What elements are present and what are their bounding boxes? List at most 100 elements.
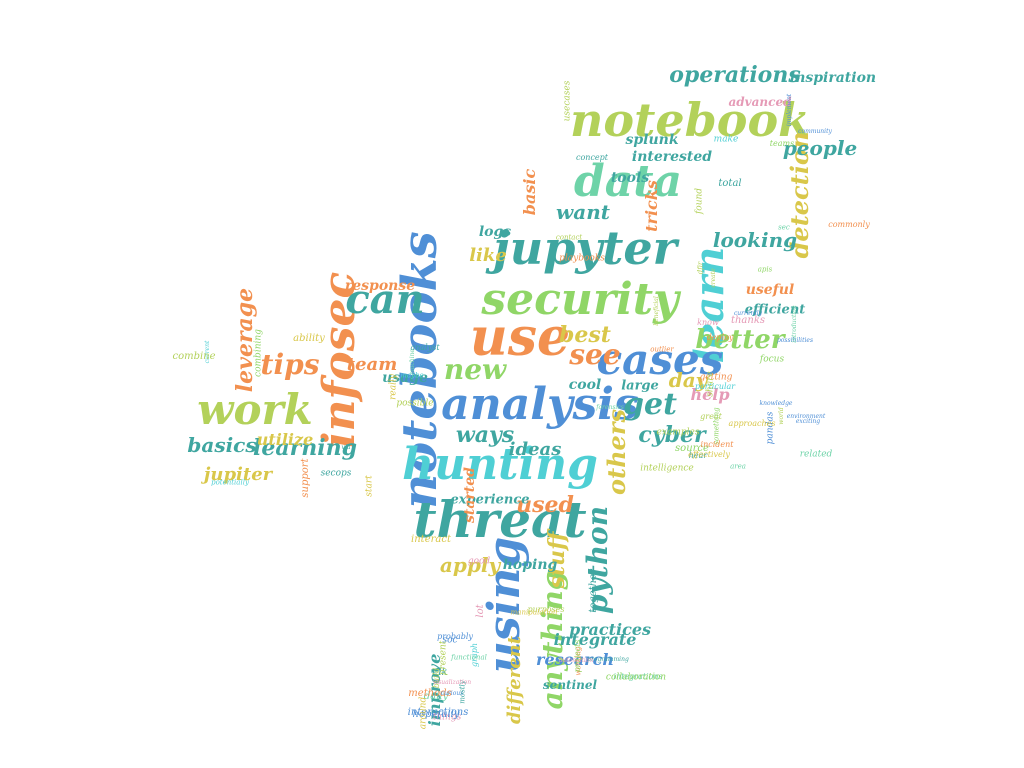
word-effectively: effectively bbox=[688, 450, 730, 459]
word-utilize: utilize bbox=[256, 430, 314, 449]
word-notebook: notebook bbox=[569, 93, 811, 147]
word-started: started bbox=[462, 467, 478, 523]
word-hear: hear bbox=[688, 451, 708, 460]
word-ability: ability bbox=[293, 333, 325, 344]
word-programming: programming bbox=[587, 656, 629, 663]
word-possible: possible bbox=[396, 398, 434, 409]
word-usecases: usecases bbox=[562, 80, 573, 122]
word-currently: currently bbox=[733, 310, 763, 317]
word-day: day bbox=[668, 368, 708, 392]
word-world: world bbox=[778, 407, 785, 425]
word-support: support bbox=[300, 458, 311, 498]
word-basics: basics bbox=[187, 433, 257, 457]
word-thanks: thanks bbox=[730, 315, 766, 326]
word-can: can bbox=[345, 276, 425, 323]
word-examples: examples bbox=[656, 427, 700, 438]
word-jupyter: jupyter bbox=[493, 221, 677, 275]
word-collaboration: collaboration bbox=[605, 672, 667, 683]
word-probably: probably bbox=[437, 632, 473, 641]
word-cool: cool bbox=[568, 377, 602, 393]
word-integrate: integrate bbox=[553, 630, 637, 649]
word-implement: implement bbox=[786, 93, 793, 127]
word-source: source bbox=[675, 443, 709, 454]
word-purposes: purposes bbox=[527, 605, 565, 614]
word-better: better bbox=[695, 325, 785, 355]
word-analysis: analysis bbox=[441, 379, 639, 430]
word-around: around bbox=[418, 696, 429, 730]
word-used: used bbox=[516, 492, 574, 518]
word-splunk: splunk bbox=[625, 132, 679, 148]
word-total: total bbox=[718, 178, 742, 189]
word-concept: concept bbox=[576, 153, 608, 162]
word-great: great bbox=[700, 412, 722, 421]
word-team: team bbox=[346, 354, 398, 375]
word-usage: usage bbox=[382, 370, 428, 386]
word-use: use bbox=[469, 307, 571, 368]
word-tips: tips bbox=[260, 348, 320, 381]
word-practices: practices bbox=[568, 620, 652, 639]
word-apply: apply bbox=[439, 553, 501, 577]
word-interested: interested bbox=[631, 149, 713, 165]
word-best: best bbox=[559, 322, 611, 348]
word-teams: teams bbox=[769, 139, 795, 148]
word-hopefully: hopefully bbox=[412, 709, 460, 720]
word-ideas: ideas bbox=[508, 439, 562, 460]
word-curious: curious bbox=[440, 690, 464, 697]
word-help: help bbox=[690, 385, 730, 404]
word-automation: automation bbox=[558, 657, 594, 664]
word-sec: sec bbox=[778, 223, 790, 232]
word-create: create bbox=[710, 268, 717, 288]
word-want: want bbox=[556, 200, 610, 224]
word-methods: methods bbox=[408, 688, 452, 699]
word-playbooks: playbooks bbox=[559, 253, 605, 264]
word-experience: experience bbox=[450, 492, 530, 508]
word-get: get bbox=[623, 387, 677, 422]
word-present: present bbox=[438, 640, 449, 676]
word-daily: daily bbox=[423, 691, 449, 702]
word-intelligence: intelligence bbox=[640, 463, 694, 474]
word-people: people bbox=[782, 136, 858, 160]
word-know: know bbox=[697, 318, 719, 327]
word-response: response bbox=[344, 278, 416, 294]
word-research: research bbox=[536, 650, 614, 669]
word-operations: operations bbox=[669, 62, 801, 88]
word-apis: apis bbox=[757, 265, 773, 274]
word-functional: functional bbox=[451, 653, 487, 662]
word-large: large bbox=[621, 378, 659, 394]
word-combining: combining bbox=[253, 329, 264, 377]
word-community: community bbox=[798, 128, 832, 135]
word-inspiration: inspiration bbox=[789, 70, 877, 86]
word-lot: lot bbox=[475, 604, 486, 618]
word-projects: projects bbox=[573, 639, 582, 673]
word-secops: secops bbox=[320, 468, 352, 479]
word-interactions: interactions bbox=[407, 707, 469, 718]
word-exciting: exciting bbox=[795, 418, 821, 425]
word-getting: getting bbox=[699, 372, 733, 383]
word-integrations: integrations bbox=[613, 672, 663, 681]
word-see: see bbox=[569, 338, 621, 371]
word-jupiter: jupiter bbox=[203, 464, 273, 485]
word-tools: tools bbox=[610, 170, 650, 186]
word-via: via bbox=[341, 444, 351, 451]
word-security: security bbox=[481, 274, 679, 325]
word-approaches: approaches bbox=[728, 419, 776, 428]
word-sentinel: sentinel bbox=[542, 678, 598, 692]
word-area: area bbox=[730, 462, 746, 471]
word-different: different bbox=[504, 635, 525, 725]
word-knowledge: knowledge bbox=[759, 400, 793, 407]
word-deploy: deploy bbox=[706, 333, 734, 342]
word-threat: threat bbox=[413, 490, 587, 549]
word-combine: combine bbox=[172, 351, 216, 362]
word-like: like bbox=[469, 245, 507, 266]
word-start: start bbox=[364, 475, 375, 497]
word-visualization: visualization bbox=[432, 679, 472, 686]
word-work: work bbox=[197, 385, 313, 434]
word-learning: learning bbox=[253, 435, 357, 461]
word-particular: particular bbox=[694, 382, 736, 391]
word-analyst: analyst bbox=[410, 343, 440, 352]
word-possibilities: possibilities bbox=[776, 337, 814, 344]
word-found: found bbox=[694, 187, 705, 215]
word-potentially: potentially bbox=[211, 478, 249, 487]
word-outlier: outlier bbox=[650, 345, 674, 354]
